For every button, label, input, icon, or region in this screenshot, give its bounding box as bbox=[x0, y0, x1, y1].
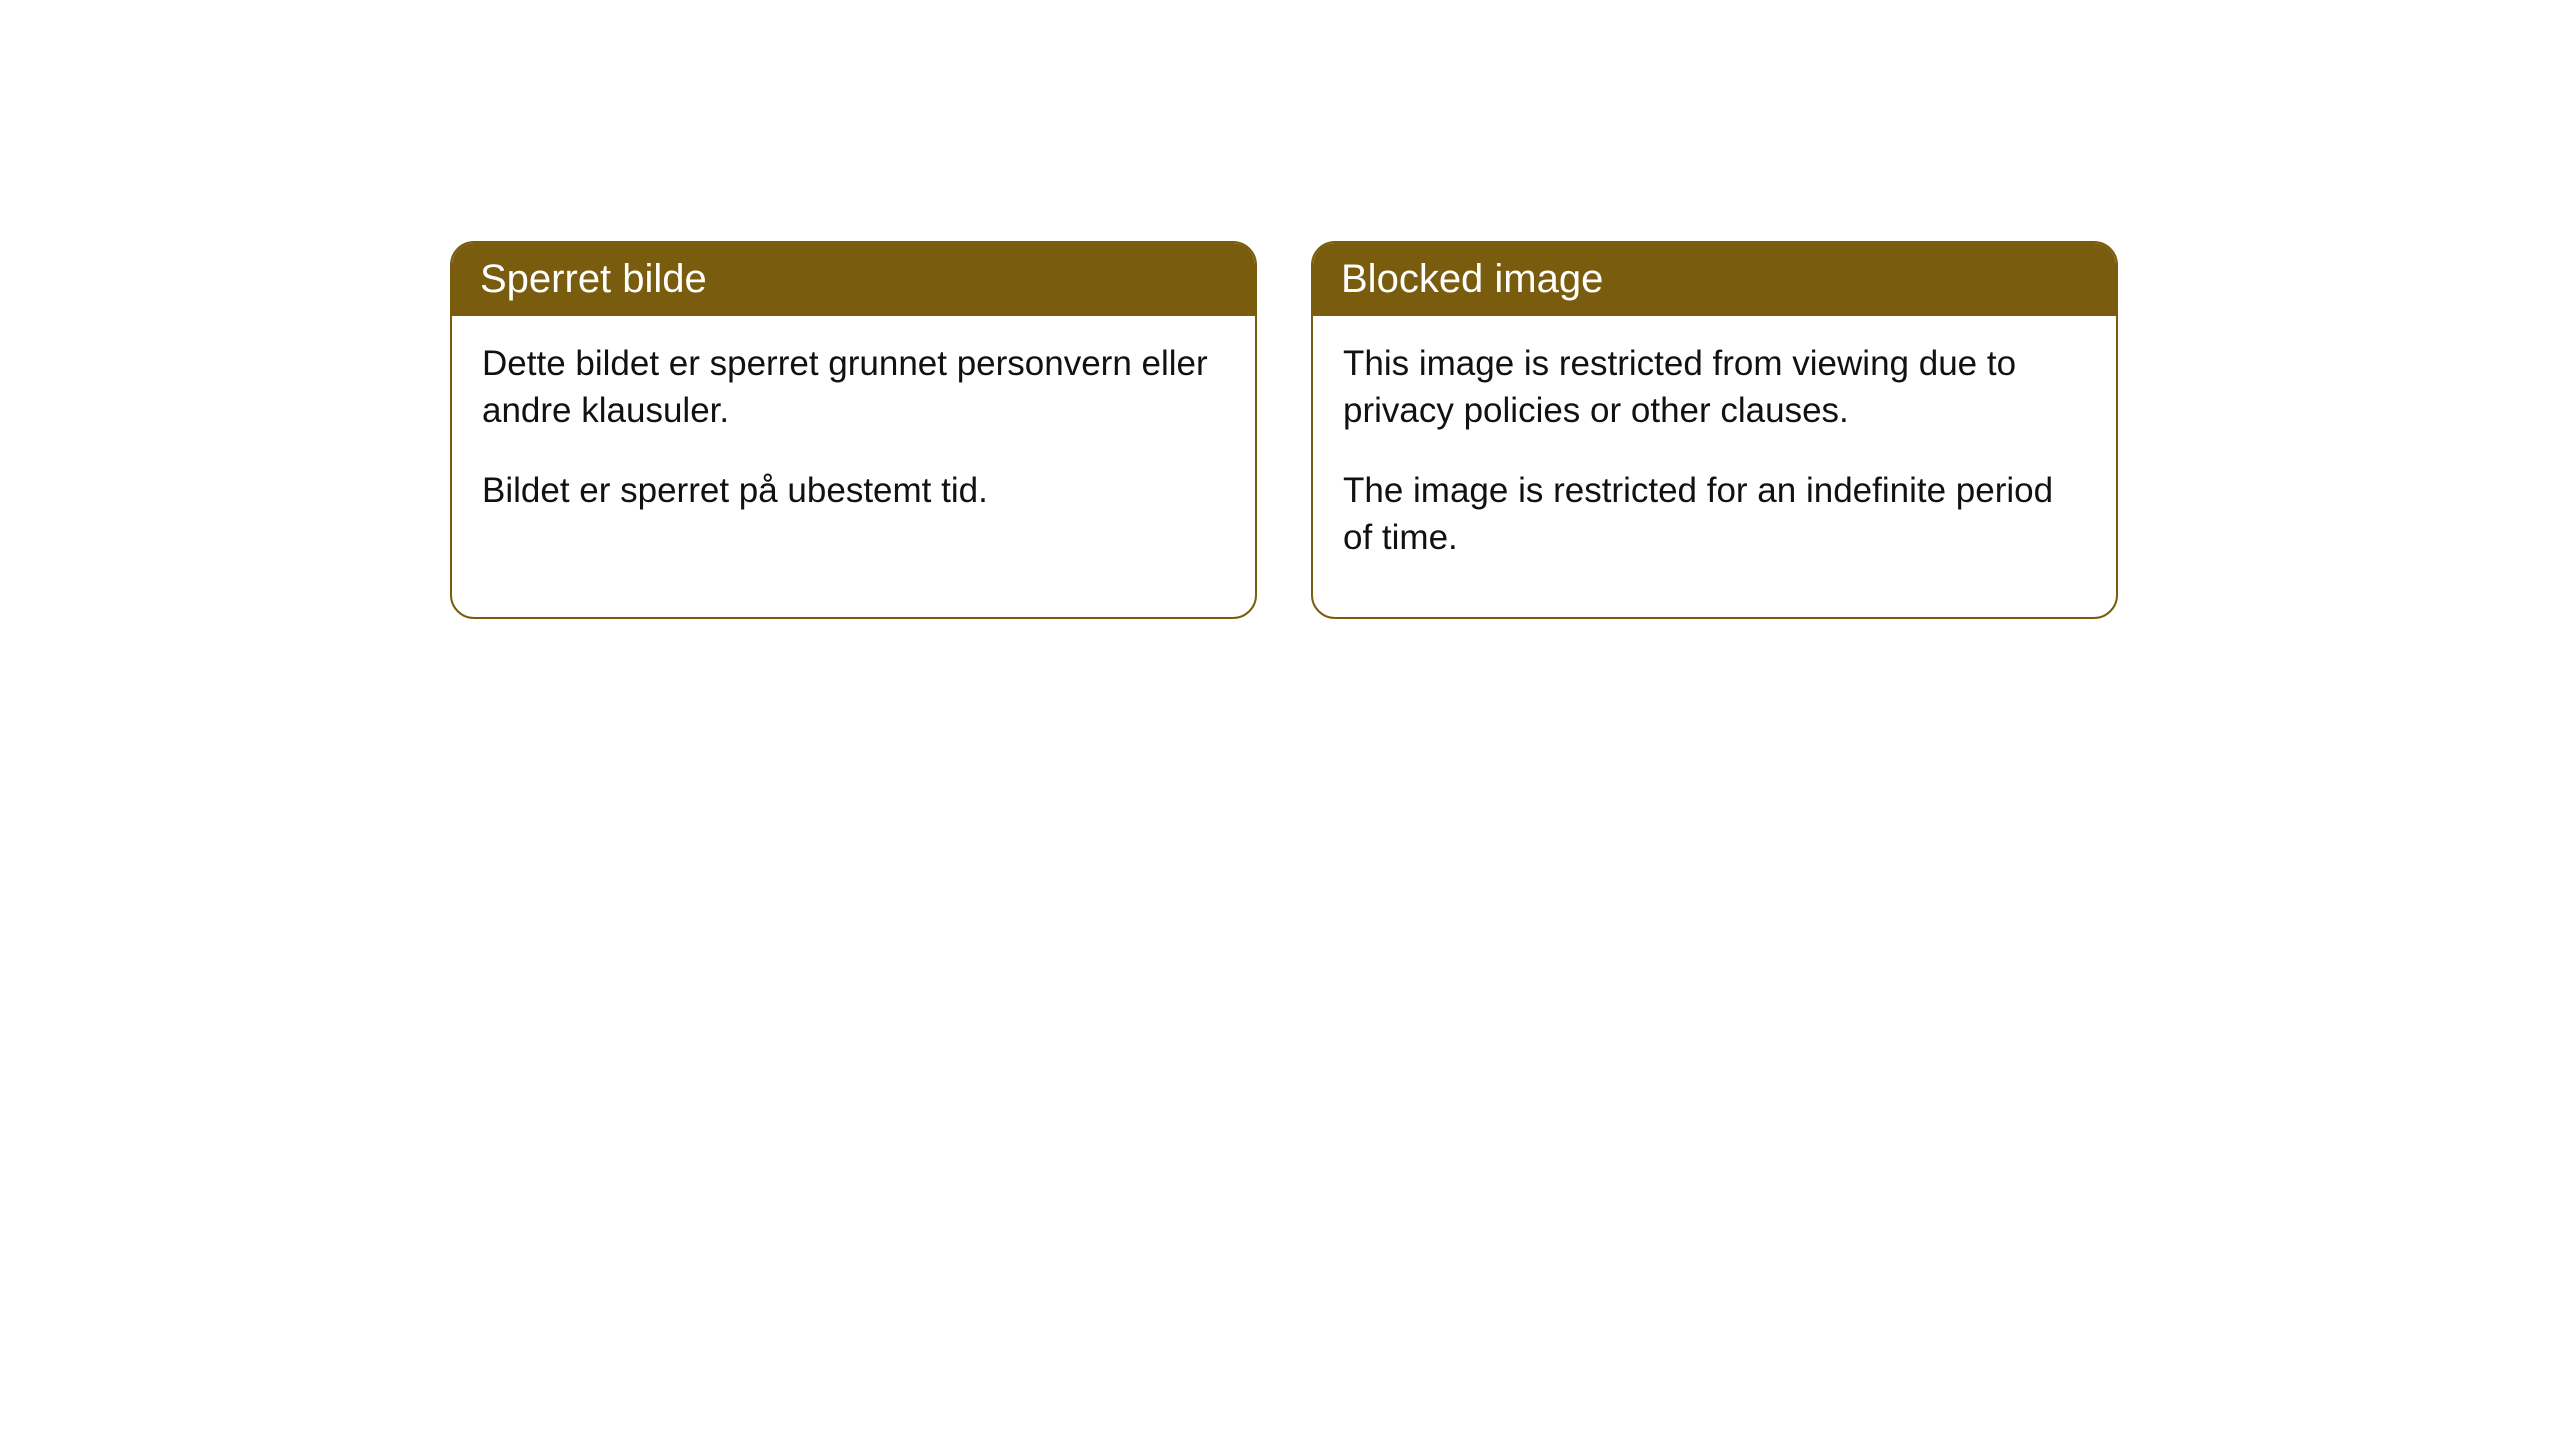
card-header-english: Blocked image bbox=[1313, 243, 2116, 316]
card-paragraph: Bildet er sperret på ubestemt tid. bbox=[482, 467, 1225, 514]
card-header-norwegian: Sperret bilde bbox=[452, 243, 1255, 316]
notice-cards-container: Sperret bilde Dette bildet er sperret gr… bbox=[450, 241, 2118, 619]
card-title: Blocked image bbox=[1341, 257, 1603, 301]
card-paragraph: This image is restricted from viewing du… bbox=[1343, 340, 2086, 435]
card-paragraph: The image is restricted for an indefinit… bbox=[1343, 467, 2086, 562]
notice-card-norwegian: Sperret bilde Dette bildet er sperret gr… bbox=[450, 241, 1257, 619]
card-body-english: This image is restricted from viewing du… bbox=[1313, 316, 2116, 617]
card-body-norwegian: Dette bildet er sperret grunnet personve… bbox=[452, 316, 1255, 570]
card-title: Sperret bilde bbox=[480, 257, 707, 301]
notice-card-english: Blocked image This image is restricted f… bbox=[1311, 241, 2118, 619]
card-paragraph: Dette bildet er sperret grunnet personve… bbox=[482, 340, 1225, 435]
